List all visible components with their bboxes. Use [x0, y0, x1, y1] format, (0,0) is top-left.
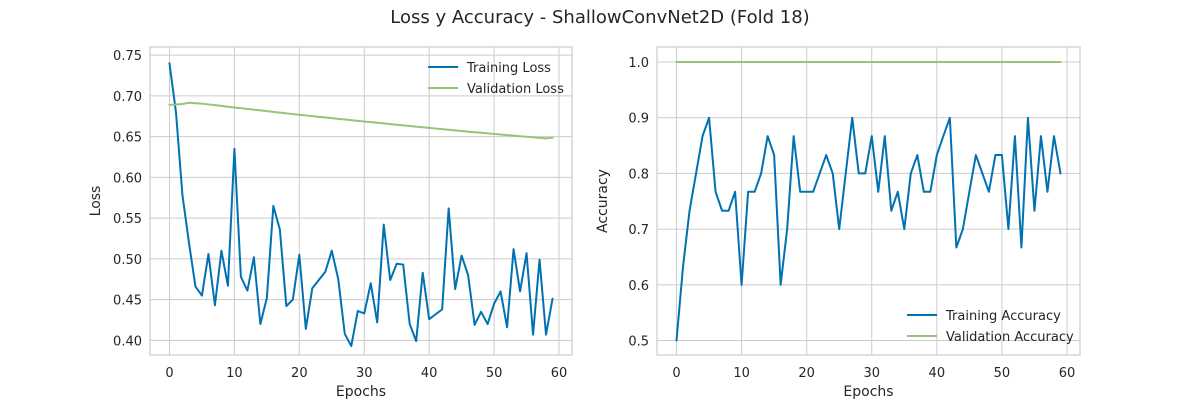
chart-2-y-tick-label: 0.9: [628, 112, 649, 127]
chart-1-series-validation-line: [168, 101, 554, 140]
chart-1-x-axis-label: Epochs: [336, 384, 386, 400]
figure-title: Loss y Accuracy - ShallowConvNet2D (Fold…: [390, 7, 809, 28]
chart-2-series-training-line: [675, 116, 1062, 342]
chart-2-x-tick-label: 20: [798, 366, 815, 381]
chart-1-x-tick-label: 30: [356, 366, 373, 381]
chart-1-y-tick-label: 0.45: [113, 294, 142, 309]
chart-1-x-tick-label: 10: [226, 366, 243, 381]
chart-2-y-axis-label: Accuracy: [595, 169, 611, 233]
chart-2-legend-label: Validation Accuracy: [946, 330, 1074, 345]
chart-1-x-tick-label: 40: [421, 366, 438, 381]
chart-2-x-tick-label: 30: [863, 366, 880, 381]
chart-1-series-training-line: [168, 62, 554, 348]
chart-2-x-tick-label: 40: [929, 366, 946, 381]
chart-2-y-tick-label: 0.7: [628, 223, 649, 238]
chart-1-x-tick-label: 0: [165, 366, 173, 381]
chart-2-legend: Training Accuracy Validation Accuracy: [907, 309, 1074, 345]
chart-1-y-tick-label: 0.70: [113, 90, 142, 105]
chart-2-axes-frame: [656, 46, 1081, 356]
chart-1-y-tick-label: 0.40: [113, 334, 142, 349]
chart-1-x-tick-label: 50: [486, 366, 503, 381]
chart-1-y-axis-label: Loss: [88, 186, 104, 217]
chart-1-y-tick-label: 0.50: [113, 253, 142, 268]
chart-1-legend: Training Loss Validation Loss: [428, 61, 564, 97]
chart-2-x-tick-label: 0: [672, 366, 680, 381]
chart-2-x-axis-label: Epochs: [843, 384, 893, 400]
chart-2-x-tick-label: 10: [733, 366, 750, 381]
chart-2-y-tick-label: 0.5: [628, 335, 649, 350]
chart-2-y-tick-label: 0.6: [628, 279, 649, 294]
chart-2-y-tick-label: 1.0: [628, 56, 649, 71]
chart-2-x-tick-label: 60: [1059, 366, 1076, 381]
chart-1-axes-frame: [149, 46, 573, 356]
chart-2-x-tick-label: 50: [994, 366, 1011, 381]
chart-1: 0 10 20 30 40 50 60 0.40 0.45 0.50 0.55 0.60 0.65 0.7…: [88, 46, 573, 400]
chart-2: 0 10 20 30 40 50 60 0.5 0.6 0.7 0.8 0.9 1.0 Epochs Acc…: [595, 46, 1081, 400]
chart-1-y-tick-label: 0.60: [113, 171, 142, 186]
chart-1-x-tick-label: 20: [291, 366, 308, 381]
chart-1-x-tick-label: 60: [551, 366, 568, 381]
chart-2-legend-label: Training Accuracy: [945, 309, 1061, 324]
chart-2-y-tick-label: 0.8: [628, 167, 649, 182]
chart-1-legend-label: Validation Loss: [467, 82, 564, 97]
chart-1-legend-label: Training Loss: [466, 61, 551, 76]
chart-1-y-tick-label: 0.55: [113, 212, 142, 227]
chart-1-y-tick-label: 0.65: [113, 131, 142, 146]
chart-1-y-tick-label: 0.75: [113, 49, 142, 64]
